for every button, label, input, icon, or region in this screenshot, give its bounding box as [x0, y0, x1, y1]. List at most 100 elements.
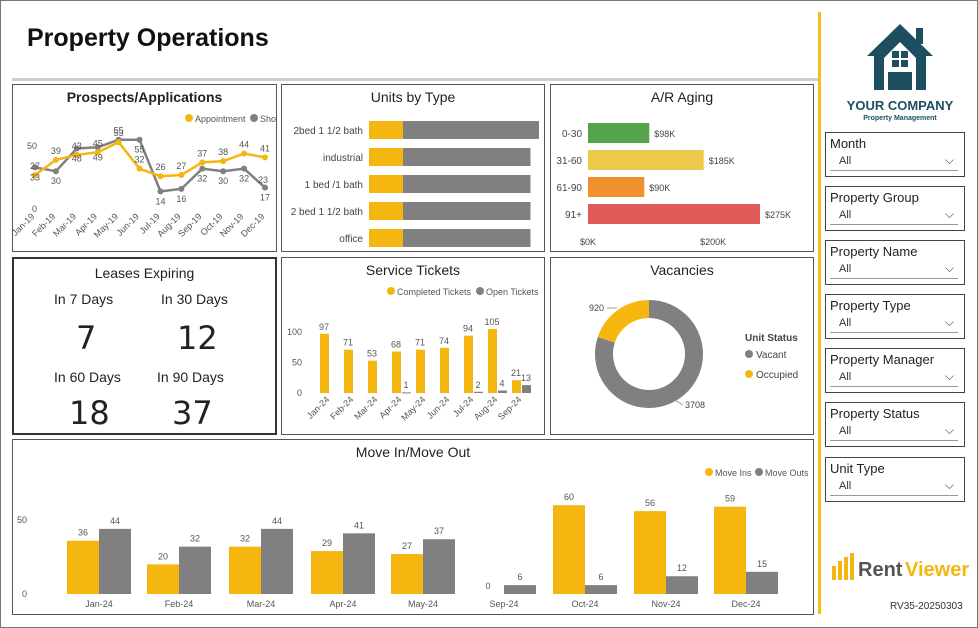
- filter-dropdown[interactable]: All ⌵: [830, 152, 958, 171]
- data-label: 36: [78, 528, 88, 538]
- bar-chart-logo-icon: Rent Viewer: [832, 553, 969, 581]
- data-point: [220, 168, 227, 175]
- x-tick-label: Jun-24: [425, 394, 452, 421]
- filter-dropdown[interactable]: All ⌵: [830, 477, 958, 496]
- ar-card[interactable]: A/R Aging 0-30 $98K 31-60 $185K 61-90 $90K 91+…: [550, 84, 814, 252]
- tickets-chart[interactable]: Completed Tickets Open Tickets 100 50 0 97 Jan…: [282, 274, 544, 434]
- data-label: 56: [645, 498, 655, 508]
- filter-dropdown[interactable]: All ⌵: [830, 206, 958, 225]
- bar-open: [402, 392, 411, 394]
- bar-segment: [403, 175, 531, 193]
- data-label: 32: [240, 534, 250, 544]
- vacancies-chart[interactable]: 920 3708 Unit Status Vacant Occupied: [551, 274, 813, 434]
- data-label: 71: [415, 338, 425, 348]
- filter-property-type[interactable]: Property Type All ⌵: [825, 294, 965, 339]
- moves-chart[interactable]: Move Ins Move Outs 50 0 36 44 Jan-24 20 32 Feb-24…: [13, 456, 813, 614]
- data-point: [136, 165, 143, 172]
- filter-property-group[interactable]: Property Group All ⌵: [825, 186, 965, 231]
- data-label: 27: [30, 161, 40, 171]
- data-label: 16: [176, 194, 186, 204]
- legend-label: Move Outs: [765, 468, 809, 478]
- data-point: [178, 171, 185, 178]
- data-label: $185K: [709, 156, 735, 166]
- filter-dropdown[interactable]: All ⌵: [830, 368, 958, 387]
- data-label: 33: [30, 172, 40, 182]
- data-point: [199, 159, 206, 166]
- chevron-down-icon[interactable]: ⌵: [944, 478, 954, 492]
- chevron-down-icon[interactable]: ⌵: [944, 315, 954, 329]
- ar-chart[interactable]: 0-30 $98K 31-60 $185K 61-90 $90K 91+ $275K $0K $2…: [551, 101, 813, 251]
- y-tick-label: 50: [292, 358, 302, 368]
- bar-move-out: [343, 533, 375, 594]
- prospects-chart[interactable]: Appointment Show 50 0 27 39 43 45 53 32 26 27 37 38 44…: [13, 101, 276, 251]
- data-point: [52, 168, 59, 175]
- data-label: 44: [272, 516, 282, 526]
- filter-label: Property Type: [830, 298, 911, 313]
- data-label: 920: [589, 303, 604, 313]
- filter-month[interactable]: Month All ⌵: [825, 132, 965, 177]
- data-point: [32, 164, 38, 171]
- vacancies-card[interactable]: Vacancies 920 3708 Unit Status Vacant Occupi…: [550, 257, 814, 435]
- filter-label: Property Name: [830, 244, 918, 259]
- filter-property-status[interactable]: Property Status All ⌵: [825, 402, 965, 447]
- x-tick-label: Jan-24: [305, 394, 332, 421]
- data-label: 45: [93, 138, 103, 148]
- x-tick-label: Sep-19: [176, 211, 204, 239]
- y-tick-label: 0: [297, 388, 302, 398]
- data-label: 59: [725, 494, 735, 504]
- row-label: 31-60: [556, 156, 582, 167]
- bar-move-out: [179, 546, 211, 594]
- tickets-card[interactable]: Service Tickets Completed Tickets Open Ti…: [281, 257, 545, 435]
- data-label: 53: [367, 349, 377, 359]
- filter-value: All: [839, 155, 852, 167]
- filter-dropdown[interactable]: All ⌵: [830, 314, 958, 333]
- data-label: 3708: [685, 400, 705, 410]
- legend-swatch: [387, 287, 395, 295]
- moves-card[interactable]: Move In/Move Out Move Ins Move Outs 50 0 36 4…: [12, 439, 814, 615]
- data-label: 23: [258, 175, 268, 185]
- data-label: 27: [176, 161, 186, 171]
- bar-move-out: [261, 528, 293, 594]
- bar-completed: [344, 349, 353, 393]
- data-label: 0: [485, 581, 490, 591]
- row-label: 1 bed /1 bath: [305, 180, 363, 191]
- x-tick-label: Aug-24: [472, 394, 500, 422]
- units-card[interactable]: Units by Type 2bed 1 1/2 bath industrial 1…: [281, 84, 545, 252]
- filter-dropdown[interactable]: All ⌵: [830, 260, 958, 279]
- vacancies-title: Vacancies: [650, 262, 714, 278]
- data-label: $98K: [654, 129, 675, 139]
- prospects-card[interactable]: Prospects/Applications Appointment Show 50…: [12, 84, 277, 252]
- row-label: industrial: [323, 153, 363, 164]
- x-tick-label: Mar-24: [352, 394, 379, 421]
- legend-swatch: [250, 114, 258, 122]
- filter-dropdown[interactable]: All ⌵: [830, 422, 958, 441]
- legend-label: Completed Tickets: [397, 287, 472, 297]
- data-label: 30: [218, 176, 228, 186]
- filter-property-manager[interactable]: Property Manager All ⌵: [825, 348, 965, 393]
- house-logo-icon: YOUR COMPANY Property Management: [847, 24, 954, 122]
- legend-label: Move Ins: [715, 468, 752, 478]
- x-tick-label: May-24: [399, 394, 427, 422]
- chevron-down-icon[interactable]: ⌵: [944, 423, 954, 437]
- chevron-down-icon[interactable]: ⌵: [944, 369, 954, 383]
- lease-60-value: 18: [69, 394, 110, 432]
- ar-title: A/R Aging: [650, 89, 714, 105]
- chevron-down-icon[interactable]: ⌵: [944, 153, 954, 167]
- data-label: 37: [434, 526, 444, 536]
- chevron-down-icon[interactable]: ⌵: [944, 207, 954, 221]
- data-label: 105: [484, 317, 499, 327]
- leases-card[interactable]: Leases Expiring In 7 Days 7 In 30 Days 1…: [12, 257, 277, 435]
- data-label: $275K: [765, 210, 791, 220]
- x-tick-label: $200K: [700, 237, 726, 247]
- y-tick-label: 100: [287, 327, 302, 337]
- data-label: 15: [757, 559, 767, 569]
- units-chart[interactable]: 2bed 1 1/2 bath industrial 1 bed /1 bath 2 …: [282, 101, 544, 251]
- filter-property-name[interactable]: Property Name All ⌵: [825, 240, 965, 285]
- bar-segment: [403, 121, 539, 139]
- bar-move-out: [99, 528, 131, 594]
- bar-completed: [488, 328, 497, 393]
- filter-unit-type[interactable]: Unit Type All ⌵: [825, 457, 965, 502]
- chevron-down-icon[interactable]: ⌵: [944, 261, 954, 275]
- bar-move-in: [391, 554, 423, 594]
- data-label: 12: [677, 563, 687, 573]
